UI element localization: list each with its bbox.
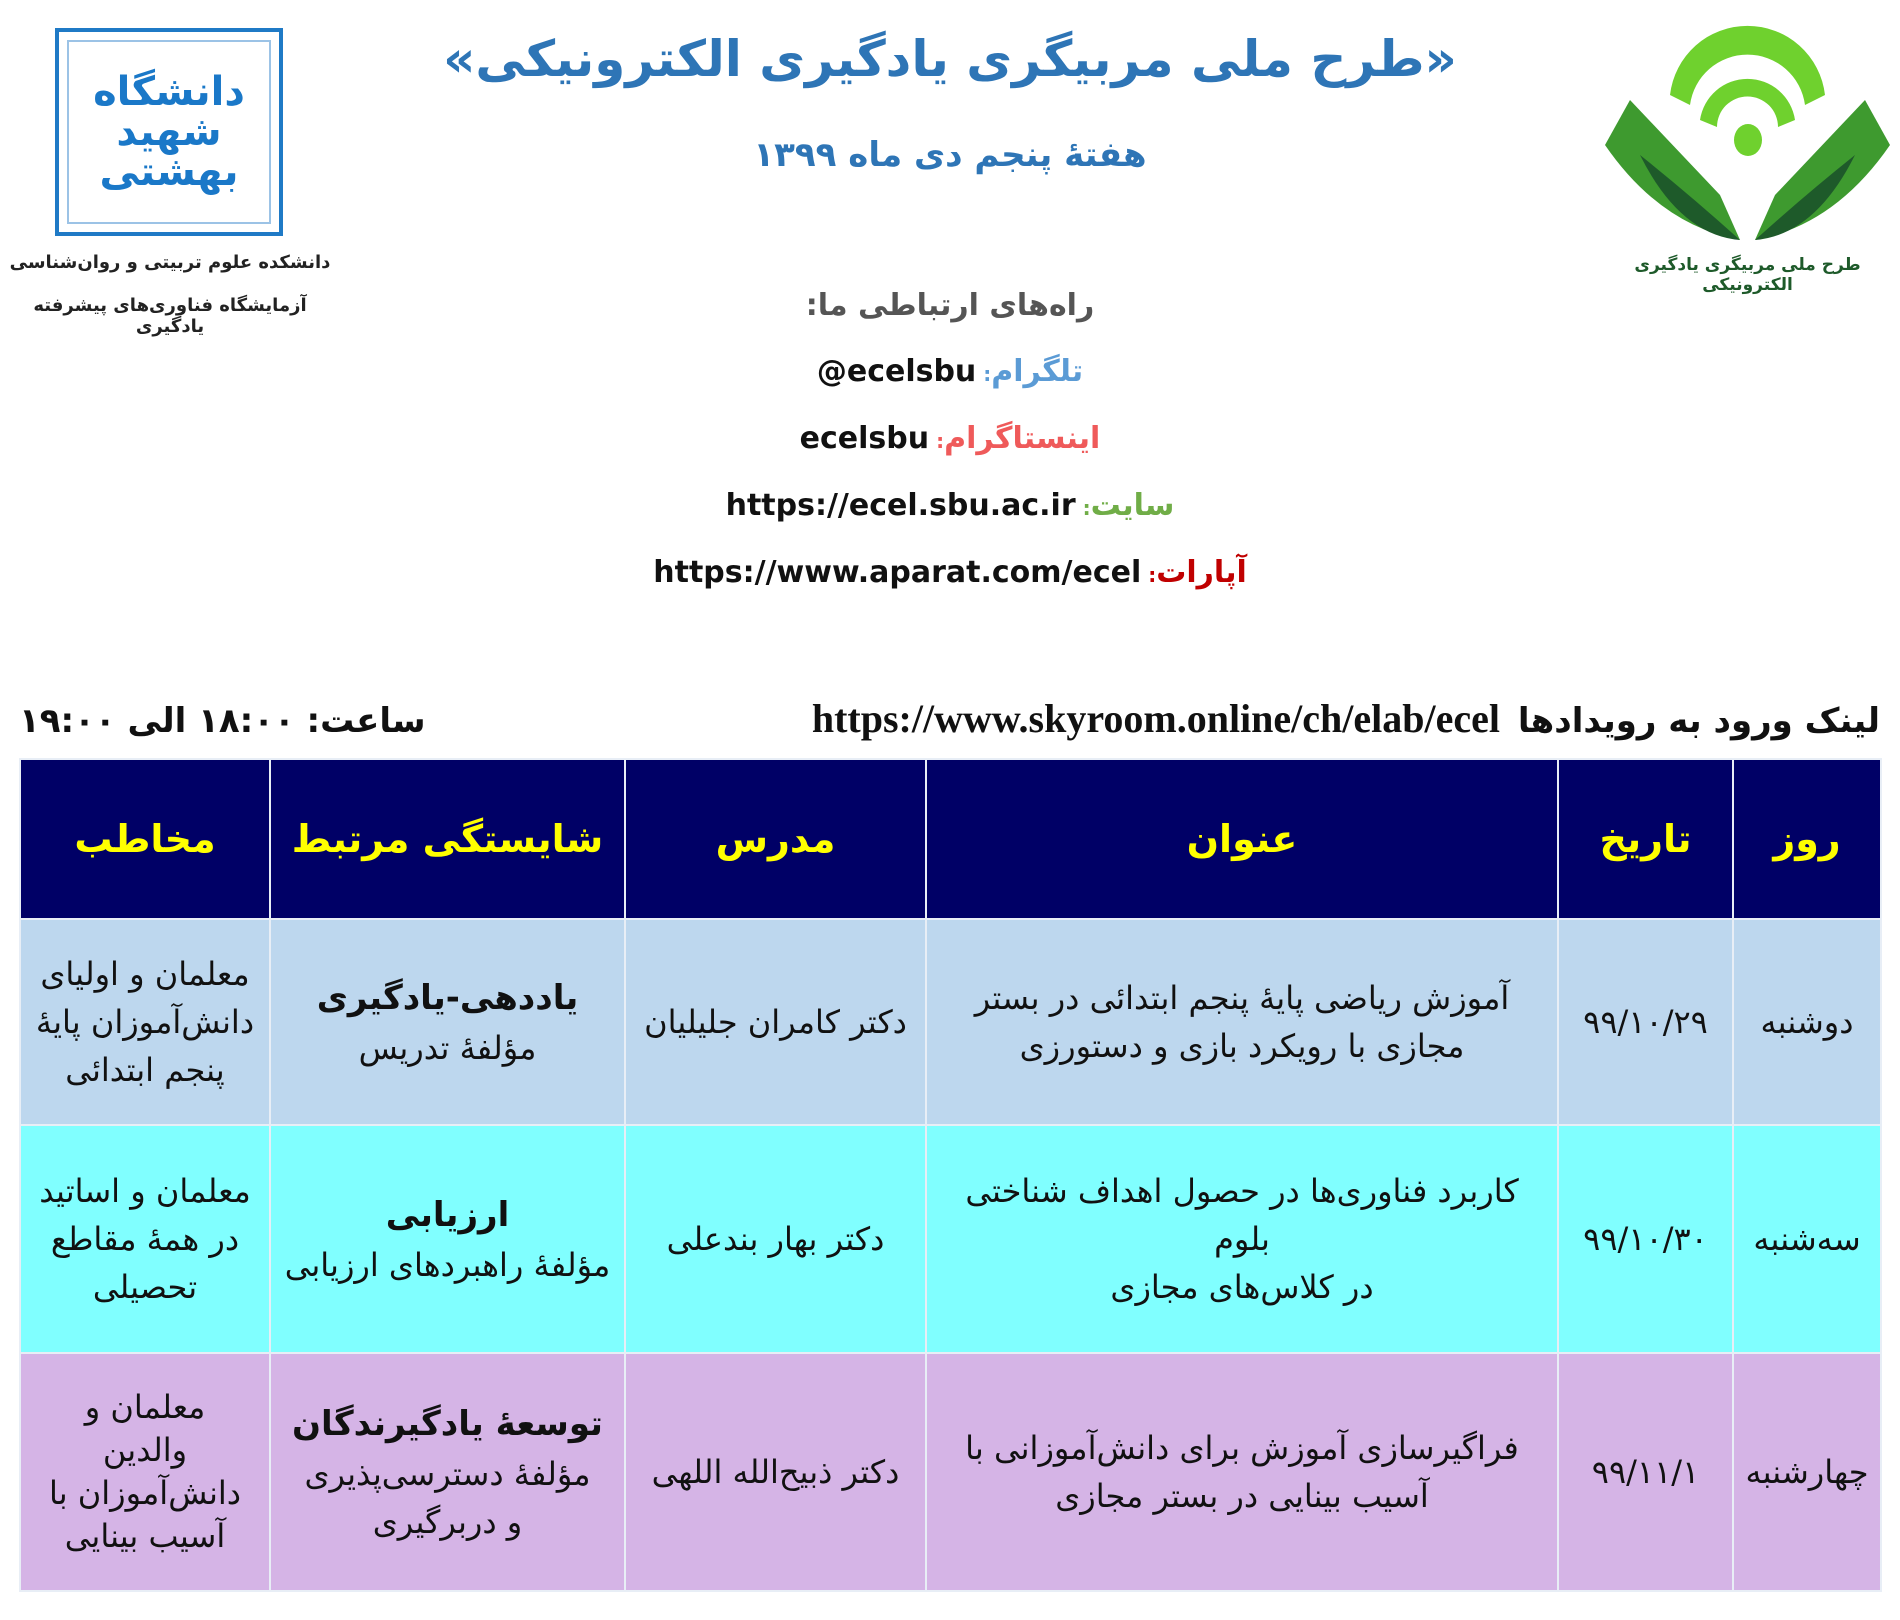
cell-instructor: دکتر بهار بندعلی — [624, 1124, 927, 1354]
cell-day: سه‌شنبه — [1732, 1124, 1882, 1354]
page-title: «طرح ملی مربیگری یادگیری الکترونیکی» — [443, 30, 1457, 88]
table-header-row: روز تاریخ عنوان مدرس شایستگی مرتبط مخاطب — [19, 758, 1882, 920]
title-line: مجازی با رویکرد بازی و دستورزی — [1019, 1027, 1465, 1065]
audience-line: معلمان و اولیای — [40, 955, 250, 993]
header-competency: شایستگی مرتبط — [269, 758, 626, 920]
cell-audience: معلمان و اولیای دانش‌آموزان پایهٔ پنجم ابت… — [19, 918, 271, 1126]
university-logo-text: دانشگاه شهید بهشتی — [67, 40, 271, 224]
title-line: فراگیرسازی آموزش برای دانش‌آموزانی با — [965, 1429, 1519, 1467]
table-row: سه‌شنبه ۹۹/۱۰/۳۰ کاربرد فناوری‌ها در حصو… — [19, 1124, 1882, 1354]
instagram-handle[interactable]: ecelsbu — [799, 421, 930, 456]
events-link-row: لینک ورود به رویدادها https://www.skyroo… — [19, 695, 1880, 745]
component-line: و دربرگیری — [372, 1502, 523, 1541]
university-logo: دانشگاه شهید بهشتی — [55, 28, 283, 236]
cell-title: آموزش ریاضی پایهٔ پنجم ابتدائی در بستر مج… — [925, 918, 1559, 1126]
lab-caption: آزمایشگاه فناوری‌های پیشرفته یادگیری — [33, 295, 307, 337]
website-label: سایت — [1090, 488, 1175, 523]
contact-instagram: اینستاگرام: ecelsbu — [799, 421, 1101, 456]
cell-instructor: دکتر ذبیح‌الله اللهی — [624, 1352, 927, 1592]
telegram-handle[interactable]: @ecelsbu — [816, 354, 977, 389]
audience-line: تحصیلی — [92, 1268, 198, 1306]
audience-line: معلمان و اساتید — [39, 1172, 251, 1210]
website-link[interactable]: https://ecel.sbu.ac.ir — [725, 488, 1076, 523]
header-title: عنوان — [925, 758, 1559, 920]
contact-website: سایت: https://ecel.sbu.ac.ir — [725, 488, 1175, 523]
page-subtitle: هفتهٔ پنجم دی ماه ۱۳۹۹ — [753, 135, 1147, 175]
cell-audience: معلمان و والدین دانش‌آموزان با آسیب بینایی — [19, 1352, 271, 1592]
contact-heading: راه‌های ارتباطی ما: — [805, 288, 1095, 323]
audience-line: والدین — [102, 1430, 188, 1469]
cell-title: فراگیرسازی آموزش برای دانش‌آموزانی با آسی… — [925, 1352, 1559, 1592]
audience-line: معلمان و — [84, 1387, 206, 1426]
cell-title: کاربرد فناوری‌ها در حصول اهداف شناختی بل… — [925, 1124, 1559, 1354]
title-line: آموزش ریاضی پایهٔ پنجم ابتدائی در بستر — [974, 979, 1510, 1017]
contact-aparat: آپارات: https://www.aparat.com/ecel — [653, 555, 1247, 590]
header-audience: مخاطب — [19, 758, 271, 920]
audience-line: در همهٔ مقاطع — [50, 1220, 240, 1258]
audience-line: دانش‌آموزان با — [48, 1474, 242, 1512]
competency-name: توسعهٔ یادگیرندگان — [292, 1403, 603, 1444]
events-link-label: لینک ورود به رویدادها — [1517, 701, 1880, 741]
audience-line: دانش‌آموزان پایهٔ — [35, 1003, 255, 1041]
cell-date: ۹۹/۱۱/۱ — [1557, 1352, 1734, 1592]
instagram-label: اینستاگرام — [944, 421, 1101, 456]
title-line: کاربرد فناوری‌ها در حصول اهداف شناختی بل… — [965, 1172, 1519, 1258]
telegram-label: تلگرام — [991, 354, 1084, 389]
cell-competency: ارزیابی مؤلفهٔ راهبردهای ارزیابی — [269, 1124, 626, 1354]
table-row: چهارشنبه ۹۹/۱۱/۱ فراگیرسازی آموزش برای د… — [19, 1352, 1882, 1592]
competency-name: یاددهی-یادگیری — [316, 977, 579, 1018]
cell-date: ۹۹/۱۰/۲۹ — [1557, 918, 1734, 1126]
component-line: مؤلفهٔ راهبردهای ارزیابی — [284, 1245, 611, 1284]
header-day: روز — [1732, 758, 1882, 920]
program-logo-caption: طرح ملی مربیگری یادگیری الکترونیکی — [1634, 255, 1861, 295]
program-logo — [1605, 25, 1890, 240]
contact-telegram: تلگرام: @ecelsbu — [816, 354, 1084, 389]
faculty-caption: دانشکده علوم تربیتی و روان‌شناسی — [9, 252, 331, 273]
cell-date: ۹۹/۱۰/۳۰ — [1557, 1124, 1734, 1354]
events-link-url[interactable]: https://www.skyroom.online/ch/elab/ecel — [811, 696, 1500, 741]
title-line: در کلاس‌های مجازی — [1110, 1268, 1374, 1306]
competency-name: ارزیابی — [385, 1194, 510, 1235]
table-row: دوشنبه ۹۹/۱۰/۲۹ آموزش ریاضی پایهٔ پنجم ا… — [19, 918, 1882, 1126]
component-line: مؤلفهٔ تدریس — [358, 1028, 537, 1067]
cell-competency: توسعهٔ یادگیرندگان مؤلفهٔ دسترسی‌پذیری و د… — [269, 1352, 626, 1592]
title-line: آسیب بینایی در بستر مجازی — [1055, 1477, 1429, 1515]
component-line: مؤلفهٔ دسترسی‌پذیری — [304, 1454, 591, 1493]
schedule-table: روز تاریخ عنوان مدرس شایستگی مرتبط مخاطب… — [19, 758, 1882, 1592]
cell-competency: یاددهی-یادگیری مؤلفهٔ تدریس — [269, 918, 626, 1126]
cell-day: دوشنبه — [1732, 918, 1882, 1126]
aparat-label: آپارات — [1156, 555, 1247, 590]
cell-day: چهارشنبه — [1732, 1352, 1882, 1592]
cell-audience: معلمان و اساتید در همهٔ مقاطع تحصیلی — [19, 1124, 271, 1354]
audience-line: آسیب بینایی — [64, 1517, 226, 1556]
aparat-link[interactable]: https://www.aparat.com/ecel — [653, 555, 1142, 590]
header-date: تاریخ — [1557, 758, 1734, 920]
events-time: ساعت: ۱۸:۰۰ الی ۱۹:۰۰ — [19, 701, 426, 741]
cell-instructor: دکتر کامران جلیلیان — [624, 918, 927, 1126]
audience-line: پنجم ابتدائی — [65, 1051, 225, 1089]
header-instructor: مدرس — [624, 758, 927, 920]
